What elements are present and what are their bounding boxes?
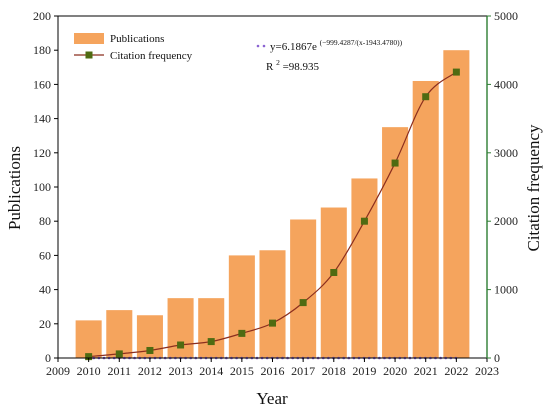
x-tick-label: 2014 [199,364,223,378]
citation-point [422,93,430,101]
legend-label-citation: Citation frequency [110,50,193,62]
citation-point [115,350,123,358]
legend-label-publications: Publications [110,33,164,45]
x-tick-label: 2022 [444,364,468,378]
citation-point [391,159,399,167]
y-tick-label: 120 [33,146,51,160]
citation-point [146,346,154,354]
citation-point [452,68,460,76]
bar-publications [198,298,225,358]
x-tick-label: 2012 [138,364,162,378]
x-tick-label: 2019 [352,364,376,378]
y2-tick-label: 0 [494,351,500,365]
y-tick-label: 160 [33,77,51,91]
y-tick-label: 20 [39,317,51,331]
fit-equation-exponent: (−999.4287/(x-1943.4780)) [320,38,403,47]
fit-r2-value: =98.935 [283,61,320,73]
x-tick-label: 2011 [108,364,132,378]
fit-equation-prefix: y=6.1867e [270,41,317,53]
fit-equation: y=6.1867e (−999.4287/(x-1943.4780)) [270,38,403,53]
y-tick-label: 80 [39,214,51,228]
bar-publications [412,80,439,358]
x-tick-label: 2009 [46,364,70,378]
legend-swatch-publications [74,33,104,44]
bar-publications [290,219,317,358]
fit-annotation: y=6.1867e (−999.4287/(x-1943.4780)) R 2 … [256,38,403,73]
fit-r2: R 2 =98.935 [266,56,320,73]
x-tick-label: 2010 [77,364,101,378]
bar-publications [351,178,378,358]
citation-point [238,329,246,337]
citation-point [207,338,215,346]
legend: Publications Citation frequency [74,33,193,62]
x-tick-label: 2016 [261,364,285,378]
fit-legend-dot [262,44,266,48]
y2-tick-label: 2000 [494,214,518,228]
x-tick-label: 2021 [414,364,438,378]
y-tick-label: 0 [45,351,51,365]
fit-r2-sup: 2 [276,58,280,67]
x-tick-label: 2015 [230,364,254,378]
y-tick-label: 180 [33,43,51,57]
bar-publications [106,310,133,358]
y2-tick-label: 3000 [494,146,518,160]
citation-point [177,341,185,349]
citation-point [269,319,276,327]
x-tick-label: 2020 [383,364,407,378]
line-layer [85,68,460,361]
y-tick-label: 140 [33,112,51,126]
fit-r2-label: R [266,61,274,73]
y-tick-label: 200 [33,9,51,23]
x-tick-label: 2017 [291,364,315,378]
x-axis-title: Year [256,389,288,408]
bars-layer [75,50,470,359]
citation-point [299,299,307,307]
bar-publications [75,320,102,358]
bar-publications [259,250,286,358]
bar-publications [443,50,470,358]
x-tick-label: 2013 [169,364,193,378]
y2-tick-label: 5000 [494,9,518,23]
y-tick-label: 100 [33,180,51,194]
y-tick-label: 40 [39,283,51,297]
citation-point [360,217,368,225]
y2-axis-title: Citation frequency [524,124,543,251]
x-tick-label: 2018 [322,364,346,378]
x-tick-label: 2023 [475,364,499,378]
legend-marker-citation [85,51,93,59]
fit-legend-dot [256,44,260,48]
citation-point [330,269,338,276]
bar-publications [228,255,255,358]
y2-tick-label: 1000 [494,283,518,297]
y-tick-label: 60 [39,248,51,262]
y2-tick-label: 4000 [494,77,518,91]
bar-publications [167,298,194,358]
y-axis-title: Publications [5,146,24,230]
citation-point [85,353,93,361]
ticks-layer: 2009 2010 2011 2012 2013 2014 2015 2016 2017 2018… [33,9,518,378]
